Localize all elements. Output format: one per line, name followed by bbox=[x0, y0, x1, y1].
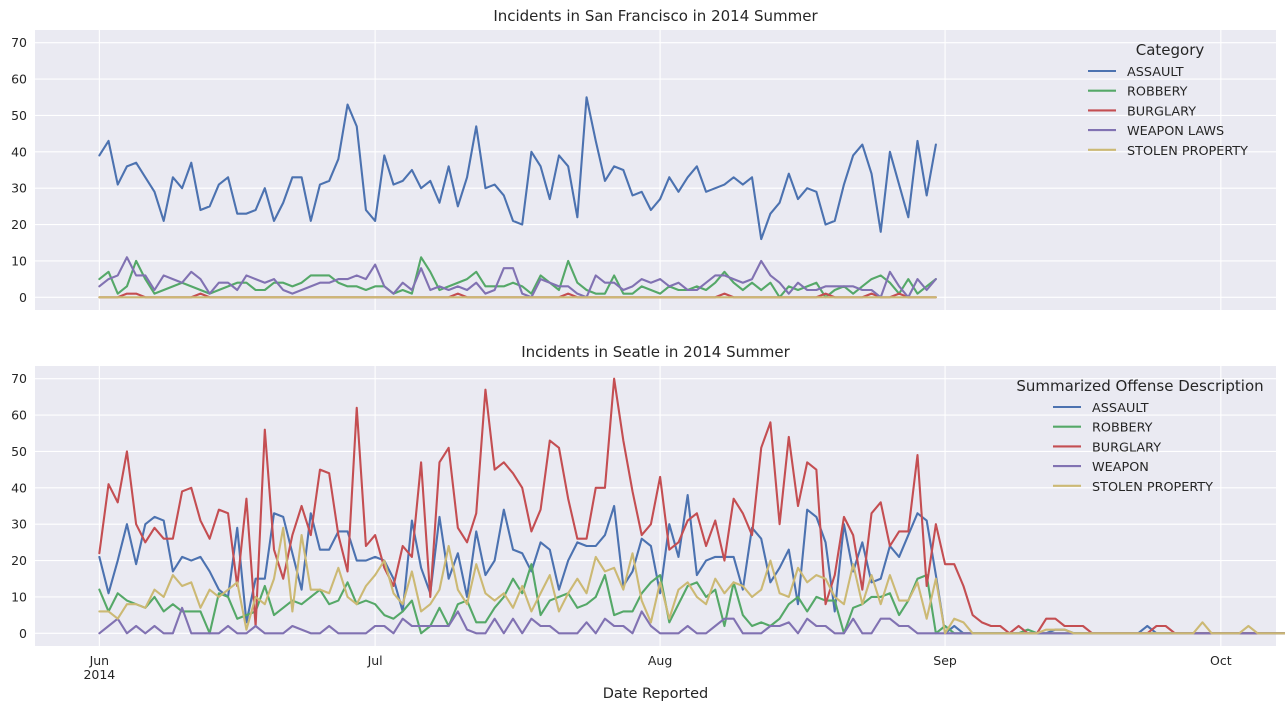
y-tick-label: 50 bbox=[11, 444, 27, 459]
panel-san-francisco: 0 10 20 30 40 50 60 70 Incidents in San Francisc… bbox=[11, 7, 1276, 310]
x-tick-label: Sep bbox=[933, 653, 957, 668]
legend-label: ROBBERY bbox=[1127, 85, 1188, 100]
y-tick-label: 70 bbox=[11, 371, 27, 386]
plot-background bbox=[35, 30, 1276, 310]
chart-title: Incidents in Seatle in 2014 Summer bbox=[521, 343, 790, 361]
chart-title: Incidents in San Francisco in 2014 Summe… bbox=[493, 7, 818, 25]
legend: Category ASSAULT ROBBERY BURGLARY WEAPON LAW… bbox=[1088, 41, 1248, 159]
y-tick-label: 40 bbox=[11, 480, 27, 495]
y-tick-label: 10 bbox=[11, 589, 27, 604]
x-tick-label: Oct bbox=[1210, 653, 1232, 668]
legend-label: BURGLARY bbox=[1127, 104, 1196, 119]
series-line-stolen-property bbox=[98, 526, 1285, 635]
y-tick-label: 50 bbox=[11, 108, 27, 123]
legend: Summarized Offense Description ASSAULT ROB… bbox=[1016, 377, 1263, 495]
y-tick-label: 70 bbox=[11, 35, 27, 50]
y-tick-label: 30 bbox=[11, 181, 27, 196]
y-tick-label: 60 bbox=[11, 408, 27, 423]
series-line-robbery bbox=[98, 256, 937, 299]
y-tick-label: 0 bbox=[19, 290, 27, 305]
legend-label: ASSAULT bbox=[1127, 65, 1184, 80]
legend-label: BURGLARY bbox=[1092, 440, 1161, 455]
y-tick-label: 60 bbox=[11, 72, 27, 87]
legend-label: STOLEN PROPERTY bbox=[1127, 144, 1248, 159]
x-tick-label: Jun bbox=[89, 653, 110, 668]
legend-title: Summarized Offense Description bbox=[1016, 377, 1263, 395]
x-tick-label: Aug bbox=[648, 653, 672, 668]
legend-title: Category bbox=[1136, 41, 1205, 59]
legend-label: WEAPON bbox=[1092, 460, 1149, 475]
legend-label: ASSAULT bbox=[1092, 401, 1149, 416]
y-tick-label: 10 bbox=[11, 253, 27, 268]
y-tick-label: 0 bbox=[19, 626, 27, 641]
y-tick-label: 20 bbox=[11, 553, 27, 568]
legend-label: WEAPON LAWS bbox=[1127, 124, 1224, 139]
x-axis-label: Date Reported bbox=[603, 686, 708, 702]
x-tick-label: Jul bbox=[367, 653, 383, 668]
legend-label: STOLEN PROPERTY bbox=[1092, 480, 1213, 495]
series-line-weapon-laws bbox=[98, 256, 937, 299]
legend-label: ROBBERY bbox=[1092, 421, 1153, 436]
y-tick-label: 40 bbox=[11, 144, 27, 159]
series-line-assault bbox=[98, 96, 937, 241]
y-tick-label: 20 bbox=[11, 217, 27, 232]
x-tick-sublabel: 2014 bbox=[83, 667, 115, 682]
y-tick-label: 30 bbox=[11, 517, 27, 532]
